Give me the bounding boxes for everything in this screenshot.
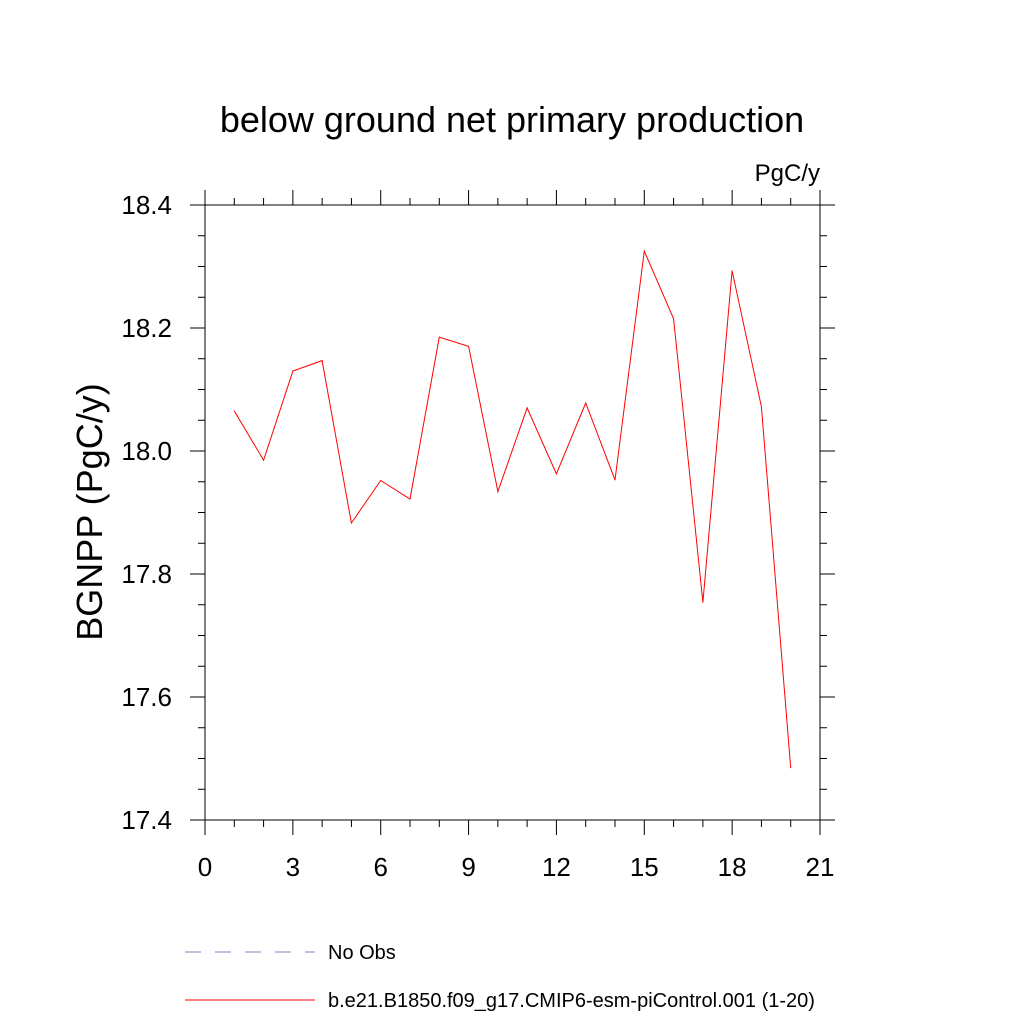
y-tick-label: 17.8	[121, 559, 172, 589]
legend-label-1: b.e21.B1850.f09_g17.CMIP6-esm-piControl.…	[328, 990, 815, 1012]
x-tick-label: 0	[198, 852, 212, 882]
axis-tick-labels: 0 3 6 9 12 15 18 21 17.4 17.6 17.8 18.0 18.2 18.4	[121, 190, 834, 882]
series-layer	[233, 249, 792, 769]
y-tick-label: 18.2	[121, 313, 172, 343]
y-tick-label: 17.6	[121, 682, 172, 712]
data-point	[585, 402, 587, 404]
data-point	[614, 479, 616, 481]
x-tick-label: 9	[461, 852, 475, 882]
data-point	[790, 767, 792, 769]
data-point	[438, 336, 440, 338]
y-tick-label: 17.4	[121, 805, 172, 835]
chart-title: below ground net primary production	[220, 99, 804, 140]
legend-label-0: No Obs	[328, 942, 396, 964]
x-tick-label: 3	[286, 852, 300, 882]
y-tick-label: 18.4	[121, 190, 172, 220]
data-point	[643, 250, 645, 252]
data-point	[526, 407, 528, 409]
data-point	[497, 491, 499, 493]
y-axis-label: BGNPP (PgC/y)	[69, 383, 110, 640]
data-point	[321, 360, 323, 362]
plot-frame	[204, 204, 821, 821]
units-label: PgC/y	[755, 160, 820, 187]
data-point	[555, 473, 557, 475]
x-tick-label: 12	[542, 852, 571, 882]
data-point	[760, 406, 762, 408]
data-point	[468, 345, 470, 347]
axis-ticks	[190, 190, 835, 835]
x-tick-label: 6	[373, 852, 387, 882]
data-point	[731, 270, 733, 272]
series-line-0	[233, 249, 792, 768]
y-tick-label: 18.0	[121, 436, 172, 466]
legend: No Obs b.e21.B1850.f09_g17.CMIP6-esm-piCo…	[185, 942, 815, 1012]
data-point	[292, 370, 294, 372]
data-point	[263, 459, 265, 461]
data-point	[409, 498, 411, 500]
data-point	[380, 480, 382, 482]
data-point	[233, 410, 235, 412]
x-tick-label: 15	[630, 852, 659, 882]
x-tick-label: 18	[718, 852, 747, 882]
x-tick-label: 21	[806, 852, 835, 882]
data-point	[673, 318, 675, 320]
data-point	[702, 601, 704, 603]
data-point	[350, 522, 352, 524]
